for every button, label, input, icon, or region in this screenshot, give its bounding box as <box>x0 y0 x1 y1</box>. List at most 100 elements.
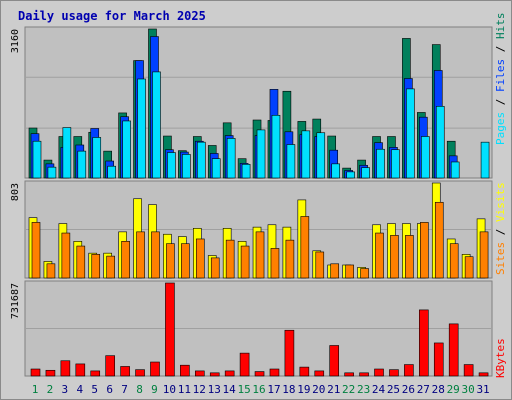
sites-bar <box>360 268 369 279</box>
kbytes-bar <box>105 355 115 377</box>
sites-bar <box>136 231 145 279</box>
legend-files: Files <box>494 59 507 92</box>
x-tick-label: 3 <box>62 383 69 396</box>
kbytes-bar <box>45 369 56 377</box>
x-tick-label: 28 <box>432 383 445 396</box>
kbytes-bar <box>389 369 399 377</box>
x-tick-label: 8 <box>136 383 143 396</box>
kbytes-bar <box>284 329 295 377</box>
pages-bar <box>152 71 161 179</box>
kbytes-bar <box>60 360 71 377</box>
sites-bar <box>315 251 325 279</box>
x-tick-label: 26 <box>402 383 415 396</box>
x-tick-label: 15 <box>237 383 250 396</box>
pages-bar <box>301 130 311 179</box>
sites-bar <box>375 232 384 279</box>
pages-bar <box>77 150 87 179</box>
pages-bar <box>421 136 430 179</box>
kbytes-bar <box>463 364 474 377</box>
sites-bar <box>240 245 250 279</box>
legend-visits: Visits <box>494 182 507 222</box>
x-tick-label: 10 <box>163 383 176 396</box>
pages-bar <box>211 158 221 179</box>
kbytes-bar <box>224 370 235 377</box>
x-tick-label: 30 <box>462 383 475 396</box>
sites-bar <box>195 238 205 279</box>
pages-bar <box>107 165 116 179</box>
chart-title: Daily usage for March 2025 <box>18 9 206 23</box>
x-tick-label: 1 <box>32 383 39 396</box>
x-tick-label: 13 <box>208 383 221 396</box>
x-tick-label: 21 <box>327 383 340 396</box>
sites-bar <box>420 222 429 279</box>
kbytes-bar <box>209 372 220 377</box>
sites-bar <box>479 231 489 279</box>
x-tick-label: 24 <box>372 383 386 396</box>
kbytes-bar <box>433 342 444 377</box>
kbytes-bar <box>448 323 459 377</box>
pages-bar <box>256 129 266 179</box>
kbytes-bar <box>239 352 250 377</box>
x-tick-label: 23 <box>357 383 370 396</box>
y-max-label: 803 <box>10 183 21 201</box>
kbytes-bar <box>180 364 190 377</box>
sites-bar <box>434 201 444 279</box>
kbytes-bar <box>374 368 384 377</box>
sites-bar <box>61 232 71 279</box>
pages-bar <box>196 141 206 179</box>
pages-bar <box>137 78 146 179</box>
kbytes-bar <box>314 370 325 377</box>
pages-bar <box>226 138 236 179</box>
legend-separator: / <box>494 92 507 112</box>
pages-bar <box>331 163 341 179</box>
kbytes-bar <box>419 309 429 377</box>
sites-bar <box>46 263 56 279</box>
sites-bar <box>106 255 115 279</box>
legend-visits-sites: Sites / Visits <box>494 182 507 275</box>
x-tick-label: 5 <box>91 383 98 396</box>
x-tick-label: 29 <box>447 383 460 396</box>
sites-bar <box>121 241 130 279</box>
x-tick-label: 2 <box>47 383 54 396</box>
x-tick-label: 18 <box>282 383 295 396</box>
sites-bar <box>405 235 414 279</box>
x-tick-label: 20 <box>312 383 325 396</box>
legend-separator: / <box>494 222 507 242</box>
x-tick-label: 17 <box>267 383 280 396</box>
sites-bar <box>285 239 295 279</box>
x-tick-label: 22 <box>342 383 355 396</box>
sites-bar <box>464 256 474 279</box>
pages-bar <box>361 167 370 179</box>
sites-bar <box>255 231 265 279</box>
x-tick-label: 14 <box>223 383 237 396</box>
pages-bar <box>32 140 42 179</box>
pages-bar <box>92 137 102 179</box>
kbytes-bar <box>194 370 205 377</box>
legend-separator: / <box>494 39 507 59</box>
sites-bar <box>181 243 190 279</box>
pages-bar <box>391 149 400 179</box>
x-tick-label: 11 <box>178 383 191 396</box>
sites-bar <box>166 243 175 279</box>
pages-bar <box>62 127 72 179</box>
x-tick-label: 7 <box>121 383 128 396</box>
pages-bar <box>271 114 281 179</box>
kbytes-bar <box>254 371 265 377</box>
y-max-label: 3160 <box>10 29 21 53</box>
pages-bar <box>47 166 57 179</box>
sites-bar <box>330 263 340 279</box>
x-tick-label: 16 <box>252 383 265 396</box>
legend-kbytes: KBytes <box>494 338 507 378</box>
kbytes-bar <box>404 364 414 377</box>
pages-bar <box>435 106 445 179</box>
pages-bar <box>406 88 415 179</box>
x-tick-label: 25 <box>387 383 400 396</box>
sites-bar <box>210 257 220 279</box>
kbytes-bar <box>75 363 86 377</box>
kbytes-bar <box>150 361 160 377</box>
sites-bar <box>76 245 86 279</box>
pages-bar <box>316 132 326 179</box>
pages-bar <box>286 144 296 179</box>
kbytes-bar <box>478 372 489 377</box>
legend-kbytes: KBytes <box>494 338 507 378</box>
